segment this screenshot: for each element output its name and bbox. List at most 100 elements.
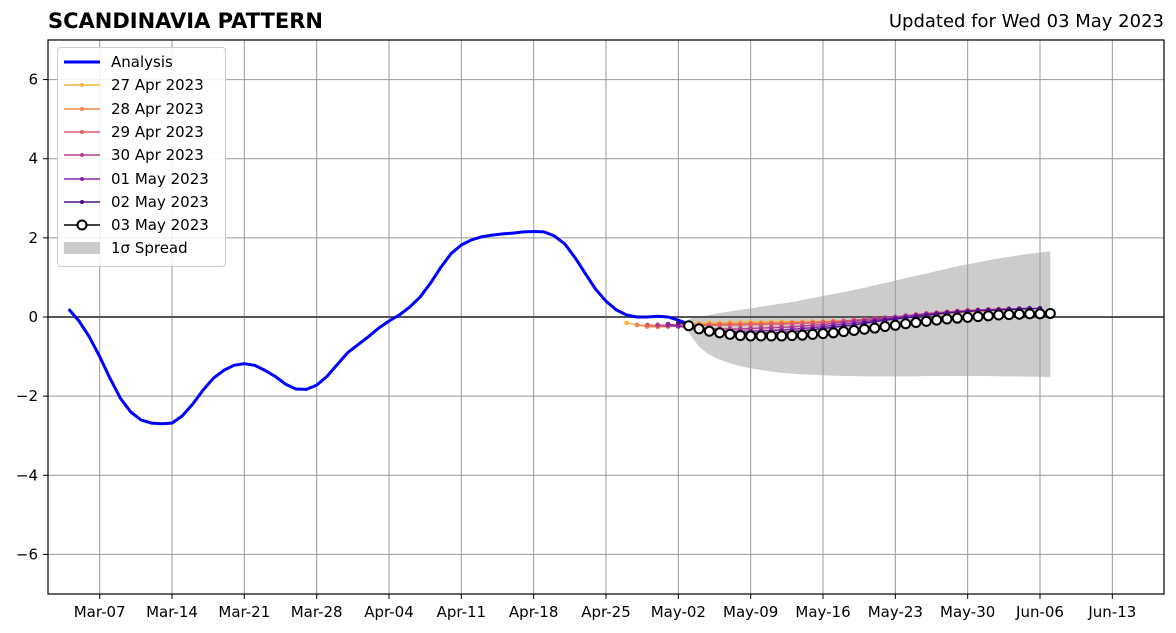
data-point [951,312,963,324]
x-tick-label: Mar-07 [74,603,126,621]
data-point [910,317,922,329]
legend-item: 01 May 2023 [63,168,209,190]
data-point [634,322,640,328]
legend-swatch [63,218,101,232]
data-point [796,329,808,341]
y-tick-label: 2 [28,229,38,247]
x-tick-label: May-09 [723,603,778,621]
data-point [962,311,974,323]
x-tick-label: May-02 [651,603,706,621]
legend-item: 29 Apr 2023 [63,121,204,143]
series-analysis [67,230,700,426]
axis-layer: Mar-07 Mar-14 Mar-21 Mar-28 Apr-04 Apr-11 Apr-… [16,39,1165,621]
data-point [765,330,777,342]
legend-item: 27 Apr 2023 [63,74,204,96]
data-point [920,315,932,327]
legend-swatch [63,102,101,116]
data-point [724,328,736,340]
legend-label: 03 May 2023 [111,216,209,235]
x-tick-label: Apr-11 [437,603,487,621]
data-point [1003,309,1015,321]
chart-title: SCANDINAVIA PATTERN [48,9,323,33]
data-point [817,328,829,340]
data-point [807,328,819,340]
legend-label: 1σ Spread [111,239,188,258]
x-tick-label: Apr-18 [509,603,559,621]
series-03-may-2023 [683,307,1056,342]
y-tick-label: 6 [28,71,38,89]
x-tick-label: Jun-06 [1015,603,1064,621]
legend-label: 29 Apr 2023 [111,122,204,141]
data-point [714,327,726,339]
data-point [869,322,881,334]
legend-swatch [63,195,101,209]
x-tick-label: Mar-14 [146,603,198,621]
legend-label: 02 May 2023 [111,192,209,211]
spread-band [688,251,1051,378]
data-point [848,324,860,336]
data-point [748,322,754,327]
legend-label: Analysis [111,53,173,71]
data-point [693,323,705,335]
x-tick-label: May-16 [795,603,850,621]
x-tick-label: Mar-28 [291,603,343,621]
y-tick-label: 4 [28,150,38,168]
data-point [1034,308,1046,320]
legend-swatch [63,172,101,186]
data-point [655,322,661,328]
legend-swatch [63,125,101,139]
legend-item: 03 May 2023 [63,214,209,236]
data-point [1013,308,1025,320]
data-point [858,323,870,335]
legend-swatch [63,148,101,162]
x-tick-label: Apr-25 [581,603,631,621]
data-point [941,313,953,325]
data-point [879,320,891,332]
legend-label: 27 Apr 2023 [111,76,204,95]
data-point [727,322,733,328]
y-tick-label: −6 [16,545,38,563]
data-point [624,320,630,326]
data-point [745,330,757,342]
data-point [982,310,994,322]
series-line [67,230,700,426]
data-point [993,309,1005,321]
data-point [683,320,695,332]
legend-swatch [63,55,101,69]
series-layer [67,230,1056,426]
legend-swatch [63,78,101,92]
data-point [665,321,671,327]
legend-label: 28 Apr 2023 [111,99,204,118]
data-point [889,319,901,331]
legend-item: 28 Apr 2023 [63,98,204,120]
legend-item: 30 Apr 2023 [63,144,204,166]
y-tick-label: 0 [28,308,38,326]
data-point [755,330,767,342]
y-tick-label: −2 [16,387,38,405]
data-point [644,322,650,328]
data-point [1044,307,1056,319]
spread-layer [688,251,1051,378]
y-tick-label: −4 [16,466,38,484]
legend-item: 02 May 2023 [63,191,209,213]
data-point [776,330,788,342]
data-point [675,320,681,326]
x-tick-label: Apr-04 [364,603,414,621]
data-point [827,327,839,339]
legend-item: Analysis [63,51,173,73]
legend: Analysis 27 Apr 2023 28 Apr 2023 29 Apr 202… [57,47,226,267]
data-point [717,322,723,328]
plot-frame [47,39,1165,595]
x-tick-label: May-23 [868,603,923,621]
data-point [931,314,943,326]
legend-label: 01 May 2023 [111,169,209,188]
data-point [1024,308,1036,320]
x-tick-label: May-30 [940,603,995,621]
x-tick-label: Mar-21 [218,603,270,621]
legend-item: 1σ Spread [63,237,188,259]
data-point [737,322,743,328]
data-point [972,311,984,323]
legend-swatch [63,241,101,255]
legend-label: 30 Apr 2023 [111,146,204,165]
